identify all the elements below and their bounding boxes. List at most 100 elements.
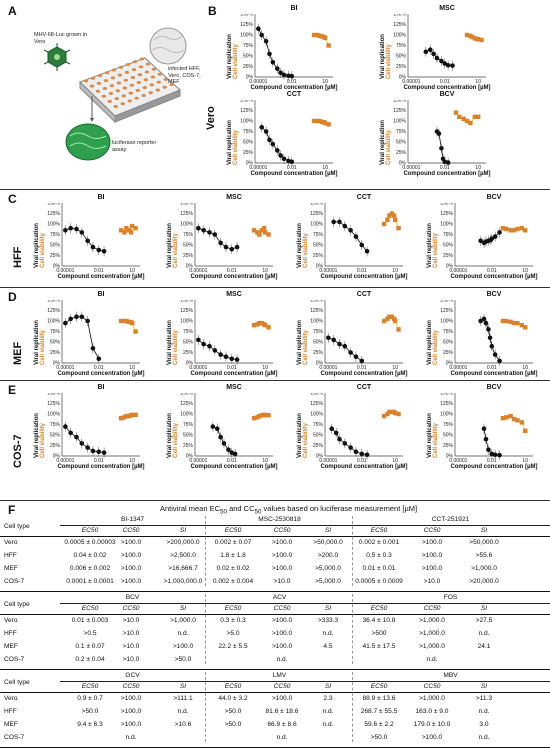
- well: [142, 86, 147, 90]
- y-tick-label: 25%: [243, 150, 254, 156]
- well: [101, 94, 107, 98]
- x-tick-label: 10: [262, 458, 268, 464]
- x-tick-label: 0.00001: [449, 268, 467, 274]
- viability-point: [508, 228, 513, 233]
- chart-title: MSC: [226, 384, 242, 391]
- table-cell: >2,500.0: [170, 552, 196, 559]
- replication-fit: [65, 426, 105, 453]
- viability-point: [500, 416, 506, 421]
- replication-point: [221, 441, 227, 446]
- y-tick-label: 100%: [47, 319, 60, 325]
- well: [121, 94, 127, 98]
- replication-point: [348, 350, 353, 355]
- replication-point: [226, 447, 231, 452]
- replication-point: [79, 230, 85, 235]
- table-cell: >1,000.0: [170, 617, 196, 624]
- y-tick-label: 100%: [310, 222, 323, 228]
- replication-point: [263, 129, 269, 134]
- table-cell: >1,000.0: [419, 630, 445, 637]
- celltype-header: Cell type: [4, 601, 30, 608]
- y-tick-label: 25%: [396, 150, 407, 156]
- viability-point: [133, 412, 138, 418]
- table-cell: n.d.: [478, 708, 490, 715]
- y-tick-label: 125%: [180, 401, 193, 407]
- table-cell: >50,000.0: [313, 539, 343, 546]
- table-cell: 0.04 ± 0.02: [73, 552, 107, 559]
- viability-point: [311, 32, 317, 38]
- replication-point: [359, 451, 365, 457]
- table-rule: [0, 692, 550, 693]
- celltype-header: Cell type: [4, 679, 30, 686]
- viability-point: [133, 329, 138, 334]
- y-tick-label: 150%: [240, 14, 253, 18]
- y-tick-label: 125%: [47, 211, 60, 217]
- well: [145, 62, 151, 66]
- viability-point: [118, 416, 124, 421]
- y-tick-label: 100%: [180, 412, 193, 418]
- row-label-mef: MEF: [12, 341, 24, 365]
- replication-point: [489, 343, 495, 349]
- well: [169, 83, 174, 86]
- replication-point: [210, 424, 216, 429]
- table-cell: >1,000.0: [419, 695, 445, 702]
- y-tick-label: 150%: [440, 300, 453, 304]
- table-cell: 9.4 ± 6.3: [77, 721, 103, 728]
- y-tick-label: 100%: [47, 412, 60, 418]
- replication-point: [427, 47, 433, 52]
- viability-point: [319, 34, 325, 39]
- viability-point: [393, 410, 398, 416]
- chart-plot: 0% 25% 50% 75% 100% 125% 150% 0.00001 0.01 10: [440, 300, 533, 371]
- replication-point: [483, 320, 489, 326]
- chart-plot: 0% 25% 50% 75% 100% 125% 150% 0.00001 0.01 10: [240, 14, 333, 85]
- ec50-header: EC50: [224, 683, 242, 690]
- viability-point: [504, 415, 509, 420]
- x-axis-label: Compound concentration [µM]: [190, 274, 278, 280]
- table-cell: n.d.: [426, 656, 438, 663]
- well: [135, 88, 140, 92]
- y-tick-label: 50%: [313, 243, 324, 249]
- replication-point: [348, 228, 353, 233]
- y-tick-label: 25%: [313, 253, 324, 259]
- viability-point: [263, 323, 268, 328]
- viability-point: [457, 114, 462, 119]
- well: [107, 99, 113, 103]
- replication-point: [74, 314, 79, 320]
- x-tick-label: 10: [262, 268, 268, 274]
- y-tick-label: 125%: [47, 308, 60, 314]
- y-tick-label: 150%: [47, 393, 60, 397]
- chart-plot: 0% 25% 50% 75% 100% 125% 150% 0.00001 0.01 10: [47, 203, 140, 274]
- well: [131, 68, 137, 72]
- y-tick-label: 100%: [47, 222, 60, 228]
- celltype-header: Cell type: [4, 523, 30, 530]
- viability-point: [523, 325, 528, 330]
- table-cell: n.d.: [125, 734, 137, 741]
- y-tick-label: 50%: [50, 433, 61, 439]
- viability-point: [387, 409, 392, 415]
- table-cell: >100.0: [271, 695, 293, 702]
- y-tick-label: 25%: [443, 253, 454, 259]
- table-cell: >20,000.0: [469, 578, 499, 585]
- luciferase-cells-icon: [65, 123, 111, 161]
- si-header: SI: [324, 605, 332, 612]
- si-header: SI: [480, 683, 488, 690]
- y-tick-label: 100%: [180, 222, 193, 228]
- compound-header: BI-1347: [120, 516, 145, 523]
- y-tick-label: 100%: [440, 319, 453, 325]
- viability-point: [311, 118, 317, 124]
- x-axis-label: Compound concentration [µM]: [403, 171, 491, 177]
- table-cell: 0.5 ± 0.3: [366, 552, 392, 559]
- well: [138, 65, 144, 69]
- replication-point: [68, 430, 73, 436]
- table-cell: 0.9 ± 0.7: [77, 695, 103, 702]
- replication-point: [342, 223, 348, 229]
- well: [96, 81, 102, 85]
- table-cell: n.d.: [322, 721, 334, 728]
- table-cell: 268.7 ± 55.5: [360, 708, 398, 715]
- chart-title: CCT: [356, 291, 372, 298]
- viability-point: [504, 226, 509, 232]
- y-tick-label: 150%: [240, 100, 253, 104]
- chart-plot: 0% 25% 50% 75% 100% 125% 150% 0.00001 0.01 10: [310, 203, 403, 274]
- viability-point: [387, 314, 392, 319]
- replication-point: [212, 348, 218, 353]
- replication-point: [497, 358, 502, 364]
